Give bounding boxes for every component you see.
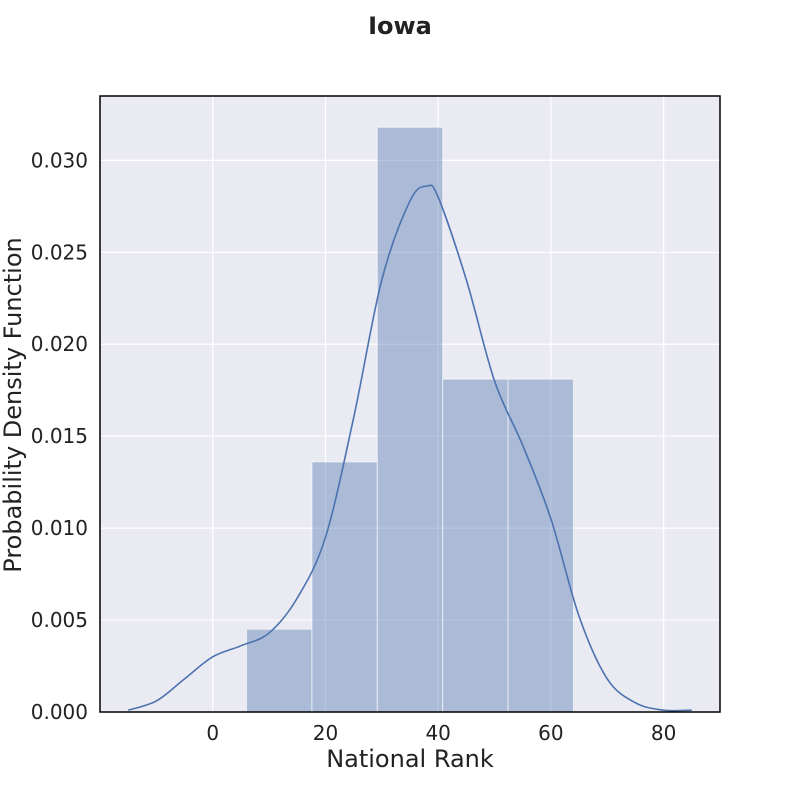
chart-title: Iowa bbox=[368, 12, 432, 40]
x-tick-label: 0 bbox=[206, 721, 219, 745]
x-tick-label: 60 bbox=[538, 721, 563, 745]
y-tick-label: 0.020 bbox=[31, 332, 88, 356]
tick-labels: 0 20 40 60 80 0.000 0.005 0.010 0.015 0.020 0.025 0… bbox=[31, 148, 677, 745]
histogram-bar bbox=[507, 378, 574, 713]
histogram-bar bbox=[442, 378, 509, 713]
kde-line bbox=[127, 184, 692, 712]
y-tick-label: 0.005 bbox=[31, 608, 88, 632]
x-tick-label: 20 bbox=[313, 721, 338, 745]
y-tick-label: 0.010 bbox=[31, 516, 88, 540]
y-tick-label: 0.015 bbox=[31, 424, 88, 448]
y-tick-label: 0.030 bbox=[31, 148, 88, 172]
y-tick-label: 0.025 bbox=[31, 240, 88, 264]
plot-background bbox=[100, 96, 720, 712]
kde-curve-layer bbox=[127, 184, 692, 712]
plot-frame bbox=[99, 95, 721, 713]
histogram-bars bbox=[246, 126, 574, 713]
y-tick-label: 0.000 bbox=[31, 700, 88, 724]
x-tick-label: 80 bbox=[651, 721, 676, 745]
x-tick-label: 40 bbox=[425, 721, 450, 745]
x-axis-label: National Rank bbox=[326, 745, 494, 773]
y-axis-label: Probability Density Function bbox=[0, 237, 27, 572]
histogram-bar bbox=[311, 461, 378, 713]
histogram-bar bbox=[246, 628, 313, 713]
histogram-bar bbox=[376, 126, 444, 713]
